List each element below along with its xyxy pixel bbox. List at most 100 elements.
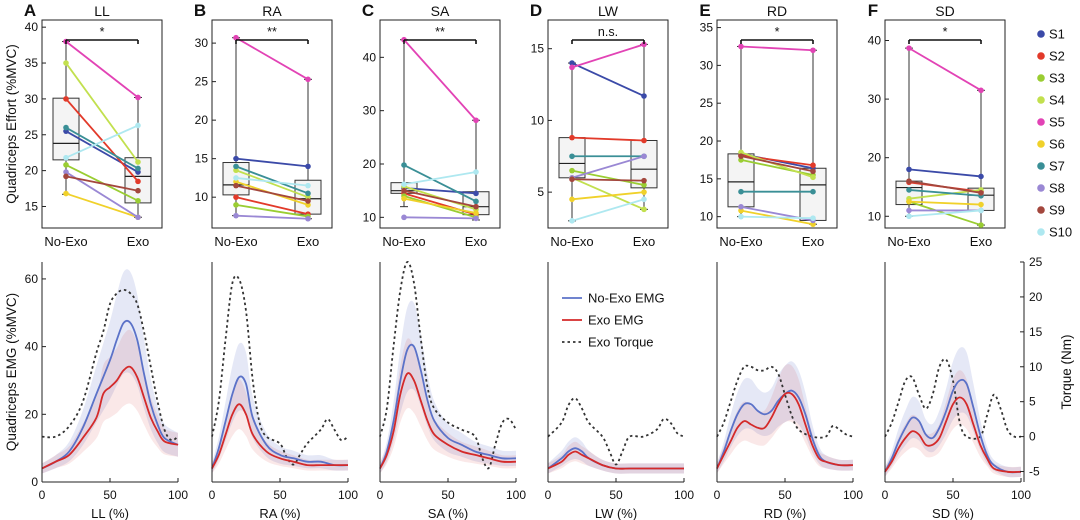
point-no-exo [401,195,407,202]
subject-segment [571,178,645,182]
subject-line-s1 [233,155,311,170]
top-panel-sd: 10 20 30 40 F SD No-Exo Exo * [868,1,1006,249]
torque-tick-label: 10 [1029,360,1043,374]
subject-segment [571,198,645,222]
point-exo [641,206,647,213]
subject-line-s9 [569,176,647,184]
x-tick-label: 50 [609,488,623,502]
point-no-exo [63,173,69,180]
point-no-exo [233,182,239,189]
x-tick-label: 50 [103,488,117,502]
point-exo [810,162,816,169]
subject-segment [403,39,477,121]
y-tick-label: 10 [363,210,377,224]
point-no-exo [233,212,239,219]
subject-segment [235,169,309,199]
subject-segment [235,214,309,220]
x-tick-label: 50 [441,488,455,502]
y-tick-label: 0 [31,475,38,489]
y-tick-label: 15 [195,152,209,166]
point-no-exo [569,176,575,183]
panel-frame [547,19,669,229]
x-axis-label: RA (%) [259,506,300,520]
panel-title: RA [262,3,282,19]
legend-marker-s6 [1037,140,1045,148]
box-no-exo [222,37,250,217]
bottom-panel-ra: 0 50 100 RA (%) [209,262,358,520]
subject-segment [908,168,982,178]
point-exo [978,173,984,180]
box-exo [799,49,827,225]
subject-segment [571,155,645,179]
subject-segment [403,187,477,195]
exo-emg-band [380,338,516,474]
y-tick-label: 40 [25,20,39,34]
exo-emg-band [42,329,178,474]
y-tick-label: 5 [537,185,544,199]
subject-line-s10 [233,175,311,189]
point-no-exo [401,187,407,194]
y-tick-label: 20 [363,157,377,171]
point-exo [978,222,984,228]
point-no-exo [233,155,239,162]
category-label-no-exo: No-Exo [214,234,257,249]
exo-torque-line [716,364,854,439]
significance-label: * [100,25,105,39]
subject-segment [235,157,309,168]
y-tick-label: 20 [25,407,39,421]
point-no-exo [569,196,575,203]
y-tick-label: 35 [700,21,714,35]
point-no-exo [63,96,69,102]
torque-tick-label: 5 [1029,395,1036,409]
significance-label: ** [267,25,277,39]
significance-label: ** [435,25,445,39]
legend-label-s9: S9 [1049,203,1065,218]
exo-emg-band [717,364,853,474]
subject-segment [403,171,477,186]
panel-letter: E [699,1,710,20]
x-axis-label: LL (%) [91,506,129,520]
point-no-exo [906,178,912,184]
legend-label-s3: S3 [1049,71,1065,86]
y-tick-label: 15 [25,199,39,213]
top-panel-sa: 10 20 30 40 C SA No-Exo Exo ** [362,1,501,249]
no-exo-emg-line [379,343,517,469]
category-label-no-exo: No-Exo [550,234,593,249]
category-label-no-exo: No-Exo [887,234,930,249]
emg-legend: No-Exo EMG Exo EMG Exo Torque [562,291,665,350]
x-tick-label: 100 [338,488,358,502]
subject-line-s1 [569,60,647,99]
y-tick-label: 15 [700,172,714,186]
point-exo [978,207,984,214]
subject-segment [908,209,982,218]
subject-segment [571,169,645,186]
point-exo [135,94,141,101]
no-exo-emg-band [380,300,516,474]
no-exo-emg-line [211,375,349,469]
subject-segment [65,98,139,182]
category-label-exo: Exo [127,234,149,249]
torque-tick-label: 25 [1029,255,1043,269]
y-tick-label: 20 [868,151,882,165]
subject-line-s3 [569,167,647,188]
y-tick-label: 20 [195,113,209,127]
top-panel-lw: 5 10 15 D LW No-Exo Exo n.s. [530,1,669,249]
x-tick-label: 0 [714,488,721,502]
legend-label-s6: S6 [1049,137,1065,152]
subject-line-s2 [63,96,141,185]
category-label-no-exo: No-Exo [44,234,87,249]
subject-segment [65,192,139,219]
point-exo [978,87,984,94]
subject-line-s10 [906,207,984,220]
y-tick-label: 10 [700,210,714,224]
subject-line-s8 [233,212,311,222]
x-tick-label: 50 [273,488,287,502]
subject-line-s4 [233,167,311,200]
subject-line-s10 [738,213,816,221]
point-exo [135,159,141,165]
category-label-no-exo: No-Exo [382,234,425,249]
point-exo [473,117,479,124]
legend-marker-s9 [1037,206,1045,214]
exo-emg-line [379,372,517,469]
